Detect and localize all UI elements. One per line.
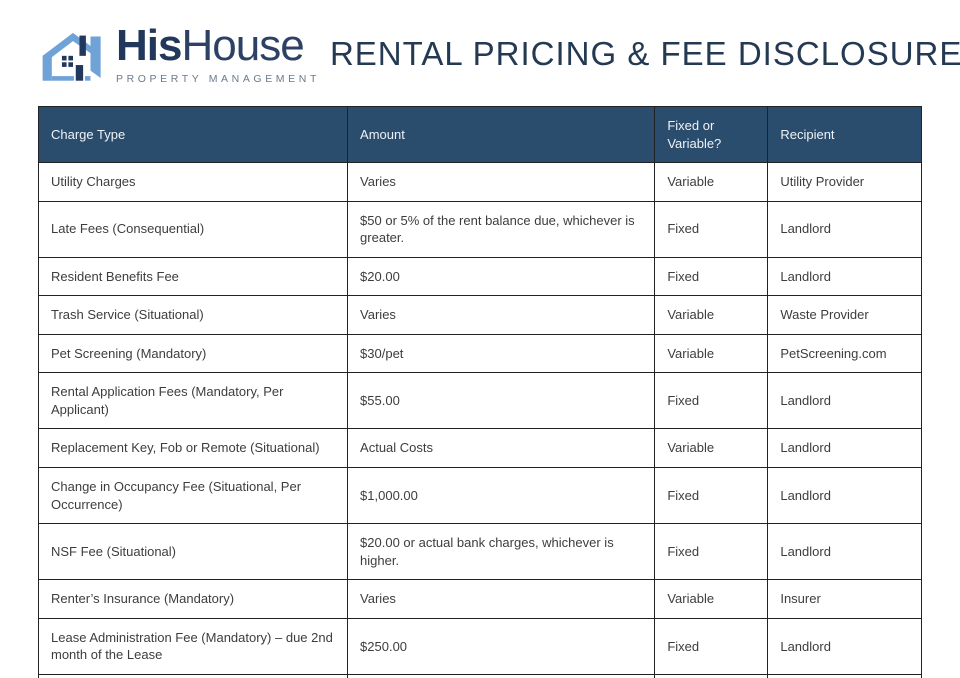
table-cell: Waste Provider (767, 295, 922, 335)
table-row: Change in Pets Fee (Situational)$350.00F… (37, 673, 922, 678)
column-header-1: Charge Type (37, 105, 349, 164)
column-header-4: Recipient (767, 105, 922, 164)
table-cell: Landlord (767, 428, 922, 469)
table-cell: Variable (654, 162, 769, 202)
table-cell: Fixed (654, 200, 769, 258)
table-cell: NSF Fee (Situational) (37, 523, 349, 581)
table-cell: Landlord (767, 256, 922, 297)
table-cell: Rental Application Fees (Mandatory, Per … (37, 372, 349, 430)
table-row: Trash Service (Situational) Varies Variabl… (37, 295, 922, 335)
table-cell: Varies (347, 579, 656, 619)
table-cell: Landlord (767, 467, 922, 525)
table-cell: Fixed (654, 617, 769, 675)
table-cell: Variable (654, 295, 769, 335)
table-cell: Variable (654, 579, 769, 619)
table-cell: Actual Costs (347, 428, 656, 469)
brand-tagline: PROPERTY MANAGEMENT (116, 72, 320, 85)
table-cell: Varies (347, 162, 656, 202)
table-cell: Landlord (767, 200, 922, 258)
table-row: Replacement Key, Fob or Remote (Situatio… (37, 428, 922, 469)
table-cell: $20.00 or actual bank charges, whichever… (347, 523, 656, 581)
table-cell: Variable (654, 428, 769, 469)
table-row: Rental Application Fees (Mandatory, Per … (37, 372, 922, 430)
logo: HisHouse PROPERTY MANAGEMENT (38, 17, 320, 91)
table-cell: Insurer (767, 579, 922, 619)
brand-name: HisHouse (116, 20, 320, 70)
table-cell: $1,000.00 (347, 467, 656, 525)
table-cell: Variable (654, 333, 769, 374)
table-cell: Landlord (767, 617, 922, 675)
table-cell: Fixed (654, 523, 769, 581)
table-row: Renter’s Insurance (Mandatory) Varies Vari… (37, 579, 922, 619)
table-cell: Utility Provider (767, 162, 922, 202)
table-row: Late Fees (Consequential) $50 or 5% of th… (37, 200, 922, 258)
house-h-icon (42, 32, 101, 81)
table-header-row: Charge Type Amount Fixed or Variable? Recip… (37, 105, 922, 164)
table-row: Pet Screening (Mandatory) $30/pet Variable… (37, 333, 922, 374)
table-cell: Landlord (767, 673, 922, 678)
table-cell: $30/pet (347, 333, 656, 374)
column-header-3: Fixed or Variable? (654, 105, 769, 164)
column-header-2: Amount (347, 105, 656, 164)
table-cell: Utility Charges (37, 162, 349, 202)
table-cell: Landlord (767, 523, 922, 581)
document-header: HisHouse PROPERTY MANAGEMENT RENTAL PRIC… (0, 0, 960, 104)
table-cell: Renter’s Insurance (Mandatory) (37, 579, 349, 619)
table-row: Utility Charges Varies Variable Utility Pro… (37, 162, 922, 202)
table-cell: $20.00 (347, 256, 656, 297)
fee-disclosure-table: Charge Type Amount Fixed or Variable? Recip… (37, 105, 922, 678)
table-cell: Change in Pets Fee (Situational) (37, 673, 349, 678)
table-cell: Resident Benefits Fee (37, 256, 349, 297)
page-title: RENTAL PRICING & FEE DISCLOSURE (329, 35, 960, 72)
table-cell: PetScreening.com (767, 333, 922, 374)
table-cell: $50 or 5% of the rent balance due, which… (347, 200, 656, 258)
table-cell: Varies (347, 295, 656, 335)
table-cell: Change in Occupancy Fee (Situational, Pe… (37, 467, 349, 525)
table-cell: Late Fees (Consequential) (37, 200, 349, 258)
table-cell: $55.00 (347, 372, 656, 430)
table-cell: Pet Screening (Mandatory) (37, 333, 349, 374)
table-cell: Fixed (654, 372, 769, 430)
table-cell: Fixed (654, 467, 769, 525)
table-cell: $350.00 (347, 673, 656, 678)
table-row: NSF Fee (Situational) $20.00 or actual ba… (37, 523, 922, 581)
table-cell: Trash Service (Situational) (37, 295, 349, 335)
table-cell: Fixed (654, 256, 769, 297)
logo-text: HisHouse PROPERTY MANAGEMENT (116, 20, 320, 85)
table-cell: Lease Administration Fee (Mandatory) – d… (37, 617, 349, 675)
table-cell: Landlord (767, 372, 922, 430)
brand-name-light: House (181, 20, 304, 70)
brand-name-bold: His (116, 20, 182, 70)
table-cell: $250.00 (347, 617, 656, 675)
table-row: Change in Occupancy Fee (Situational, Pe… (37, 467, 922, 525)
table-cell: Replacement Key, Fob or Remote (Situatio… (37, 428, 349, 469)
table-row: Lease Administration Fee (Mandatory) – d… (37, 617, 922, 675)
table-cell: Fixed (654, 673, 769, 678)
table-row: Resident Benefits Fee $20.00 Fixed Landlord (37, 256, 922, 297)
table-body: Utility Charges Varies Variable Utility Pro… (37, 162, 922, 678)
